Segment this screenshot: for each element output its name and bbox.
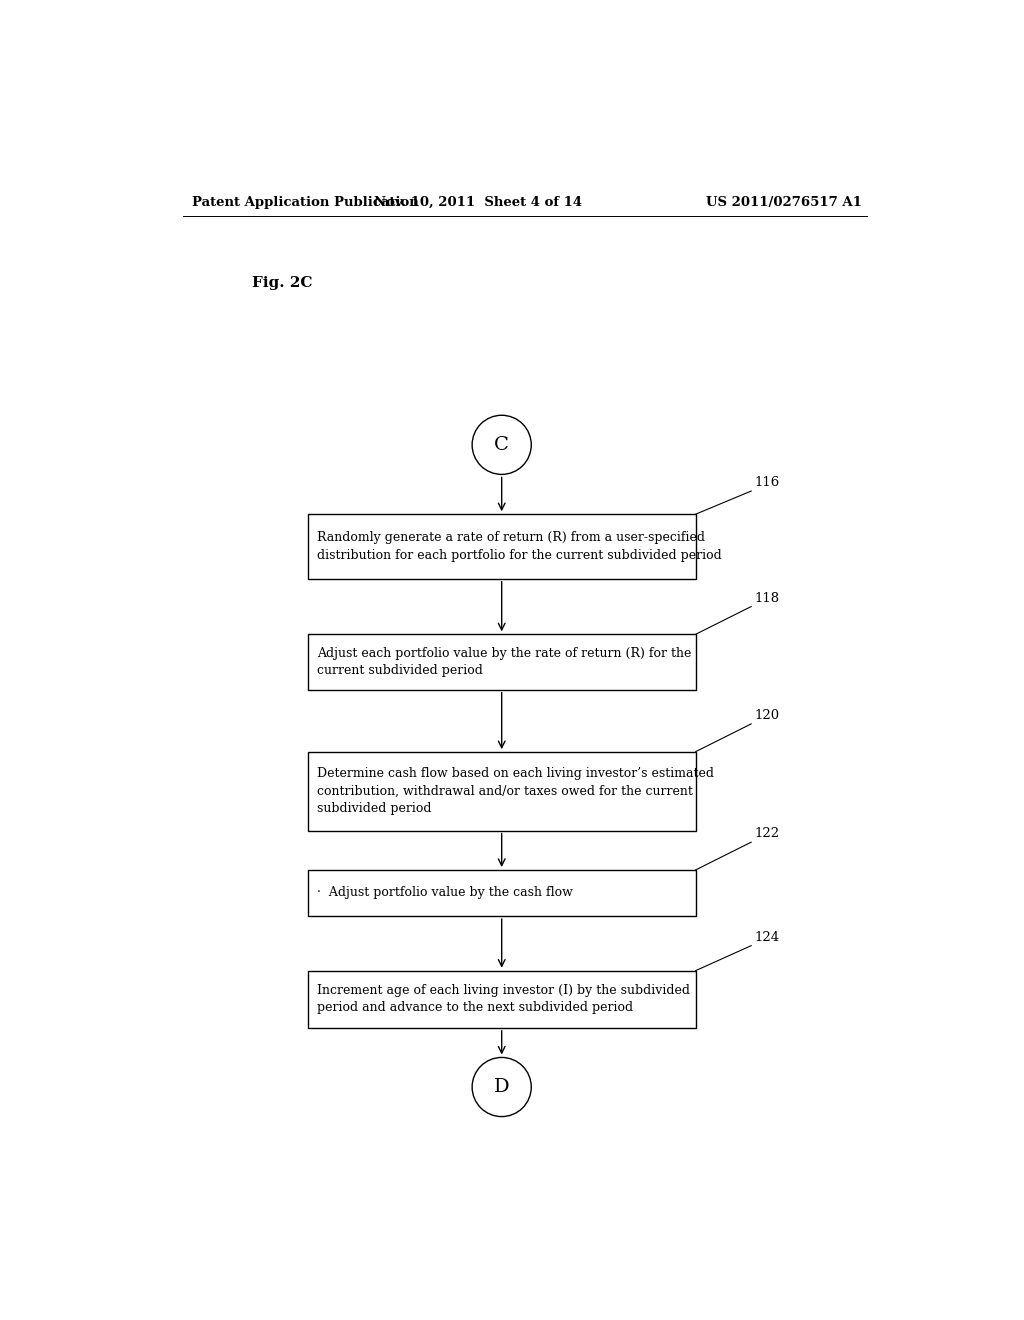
- Text: Determine cash flow based on each living investor’s estimated
contribution, with: Determine cash flow based on each living…: [316, 767, 714, 816]
- Text: Fig. 2C: Fig. 2C: [252, 276, 312, 290]
- Text: Nov. 10, 2011  Sheet 4 of 14: Nov. 10, 2011 Sheet 4 of 14: [374, 197, 582, 210]
- Bar: [307, 970, 695, 1028]
- Text: 122: 122: [754, 828, 779, 841]
- Text: Increment age of each living investor (I) by the subdivided
period and advance t: Increment age of each living investor (I…: [316, 983, 690, 1015]
- Text: ·  Adjust portfolio value by the cash flow: · Adjust portfolio value by the cash flo…: [316, 887, 572, 899]
- Text: 124: 124: [754, 931, 779, 944]
- Text: D: D: [494, 1078, 510, 1096]
- Bar: [307, 870, 695, 916]
- Text: Randomly generate a rate of return (R) from a user-specified
distribution for ea: Randomly generate a rate of return (R) f…: [316, 531, 722, 562]
- Text: 118: 118: [754, 591, 779, 605]
- Bar: [307, 752, 695, 830]
- Bar: [307, 515, 695, 579]
- Text: 120: 120: [754, 709, 779, 722]
- Text: 116: 116: [754, 477, 779, 490]
- Text: US 2011/0276517 A1: US 2011/0276517 A1: [707, 197, 862, 210]
- Text: Patent Application Publication: Patent Application Publication: [193, 197, 419, 210]
- Bar: [307, 635, 695, 689]
- Text: Adjust each portfolio value by the rate of return (R) for the
current subdivided: Adjust each portfolio value by the rate …: [316, 647, 691, 677]
- Text: C: C: [495, 436, 509, 454]
